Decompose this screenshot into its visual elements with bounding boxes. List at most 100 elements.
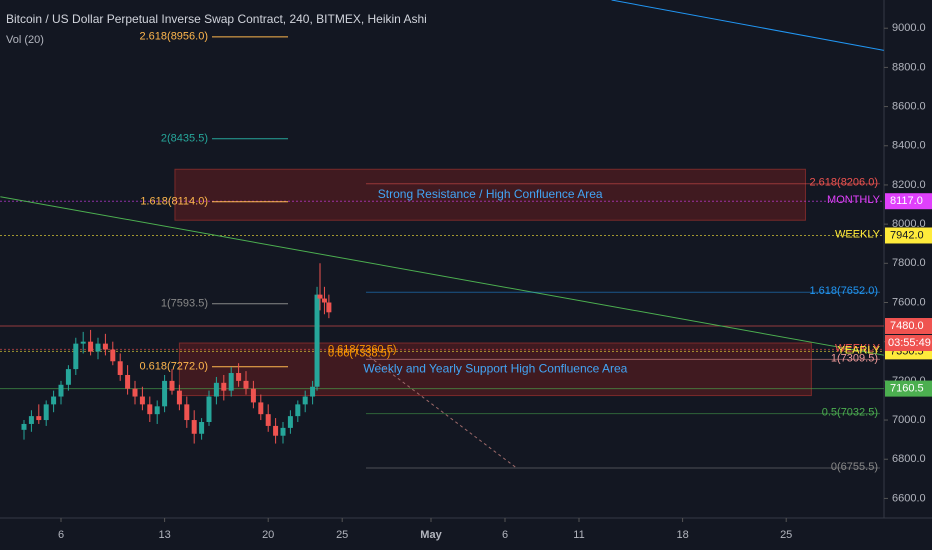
fib-label: 2.618(8206.0) <box>810 177 879 189</box>
fib-label: 2.618(8956.0) <box>140 31 209 43</box>
y-tick-label: 7800.0 <box>892 257 926 269</box>
price-tag <box>885 318 932 335</box>
candle-body <box>176 390 182 405</box>
candle-body <box>125 374 131 389</box>
price-tag-label: 8117.0 <box>890 195 923 207</box>
x-tick-label: 18 <box>676 529 688 541</box>
candle-body <box>273 425 279 436</box>
candle-body <box>95 343 101 352</box>
y-tick-label: 8000.0 <box>892 218 926 230</box>
candle-body <box>65 369 71 385</box>
fib-label: 0.618(7360.5) <box>328 343 397 355</box>
candle-body <box>36 416 42 421</box>
candle-body <box>184 404 190 421</box>
candle-body <box>326 302 332 313</box>
candle-body <box>102 343 108 350</box>
candle-body <box>250 388 256 403</box>
price-tag-name: MONTHLY <box>827 194 881 206</box>
countdown-box <box>885 335 932 352</box>
candle-body <box>154 406 160 415</box>
y-tick-label: 7000.0 <box>892 414 926 426</box>
zone <box>174 168 806 221</box>
candle-body <box>132 388 138 397</box>
candle-body <box>43 404 49 421</box>
price-tag-name: WEEKLY <box>835 228 881 240</box>
fib-label: 2(8435.5) <box>161 133 208 145</box>
y-tick-label: 7600.0 <box>892 296 926 308</box>
candle-body <box>280 427 286 436</box>
candle-body <box>228 373 234 391</box>
y-tick-label: 8600.0 <box>892 100 926 112</box>
candle-body <box>321 298 327 303</box>
candle-body <box>88 341 94 352</box>
y-tick-label: 8400.0 <box>892 140 926 152</box>
candle-body <box>117 361 123 375</box>
fib-label: 0.618(7272.0) <box>140 361 209 373</box>
y-tick-label: 6800.0 <box>892 453 926 465</box>
y-tick-label: 6600.0 <box>892 492 926 504</box>
candle-body <box>302 396 308 405</box>
fib-label: 1(7309.5) <box>831 352 878 364</box>
x-tick-label: 25 <box>336 529 348 541</box>
x-tick-label: 11 <box>573 529 584 541</box>
fib-label: 1.618(8114.0) <box>140 196 208 208</box>
candle-body <box>139 396 145 405</box>
x-tick-label: 25 <box>780 529 792 541</box>
price-tag-label: 7160.5 <box>890 383 924 395</box>
x-tick-label: 20 <box>262 529 274 541</box>
fib-label: 0.66(7338.5) <box>328 348 390 360</box>
candle-body <box>317 294 323 299</box>
indicator-label: Vol (20) <box>6 34 44 46</box>
candle-body <box>80 341 86 344</box>
candle-body <box>162 380 168 407</box>
candle-body <box>147 404 153 415</box>
candle-body <box>169 380 175 391</box>
candle-body <box>51 396 57 405</box>
candle-body <box>243 380 249 389</box>
candle-body <box>110 349 116 362</box>
candle-body <box>221 382 227 391</box>
y-tick-label: 8200.0 <box>892 179 926 191</box>
fib-label: 1(7593.5) <box>161 298 208 310</box>
candle-body <box>314 294 320 387</box>
price-tag-name: WEEKLY <box>835 342 881 354</box>
candle-body <box>310 386 316 397</box>
candle-body <box>206 396 212 423</box>
fib-label: 0.5(7032.5) <box>822 407 878 419</box>
candle-body <box>258 402 264 415</box>
fib-label: 0(6755.5) <box>831 461 878 473</box>
price-tag-label: 7942.0 <box>890 229 924 241</box>
x-tick-label: 13 <box>158 529 170 541</box>
countdown: 03:55:49 <box>888 337 931 349</box>
chart-title: Bitcoin / US Dollar Perpetual Inverse Sw… <box>6 12 427 26</box>
trend-line <box>611 0 884 51</box>
zone-label: Weekly and Yearly Support High Confluenc… <box>363 361 627 375</box>
candle-body <box>21 423 27 430</box>
price-tag <box>885 193 932 210</box>
price-tag-name: YEARLY <box>837 344 880 356</box>
candle-body <box>199 422 205 434</box>
candle-body <box>213 382 219 397</box>
zone-label: Strong Resistance / High Confluence Area <box>378 187 603 201</box>
x-tick-label: 6 <box>502 529 508 541</box>
price-tag <box>885 380 932 397</box>
x-tick-label: May <box>420 529 442 541</box>
y-tick-label: 8800.0 <box>892 61 926 73</box>
x-tick-label: 6 <box>58 529 64 541</box>
candle-body <box>191 420 197 434</box>
candle-body <box>236 373 242 381</box>
candle-body <box>28 416 34 424</box>
candle-body <box>58 384 64 397</box>
fib-label: 1.618(7652.0) <box>810 285 879 297</box>
price-tags: 8117.0MONTHLY7942.0WEEKLY7480.07476.0WEE… <box>827 193 932 397</box>
candle-body <box>295 404 301 417</box>
candle-body <box>73 343 79 370</box>
y-tick-label: 9000.0 <box>892 22 926 34</box>
trend-line <box>364 352 516 468</box>
price-tag <box>885 227 932 244</box>
trend-line <box>0 196 884 356</box>
candle-body <box>287 416 293 428</box>
candle-body <box>265 414 271 426</box>
